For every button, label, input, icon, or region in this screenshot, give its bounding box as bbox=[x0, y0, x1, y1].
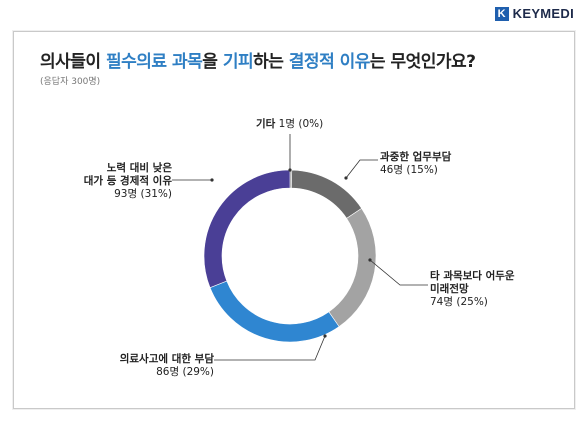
label-workload-name: 과중한 업무부담 bbox=[380, 151, 452, 163]
leader-line-2 bbox=[369, 259, 428, 286]
label-workload: 과중한 업무부담 46명 (15%) bbox=[380, 151, 451, 177]
label-etc: 기타 1명 (0%) bbox=[256, 118, 323, 131]
chart-title: 의사들이 필수의료 과목을 기피하는 결정적 이유는 무엇인가요? bbox=[40, 47, 476, 72]
chart-title-part: 기피 bbox=[222, 52, 254, 72]
leader-line-1 bbox=[345, 159, 378, 179]
label-workload-value: 46명 (15%) bbox=[380, 164, 438, 176]
label-future-name: 타 과목보다 어두운 미래전망 bbox=[430, 270, 515, 295]
logo-text: KEYMEDI bbox=[512, 6, 574, 21]
leader-dot-2 bbox=[368, 258, 372, 262]
label-etc-name: 기타 bbox=[256, 118, 276, 130]
label-malpractice-name: 의료사고에 대한 부담 bbox=[119, 353, 214, 365]
label-economic-name: 노력 대비 낮은 대가 등 경제적 이유 bbox=[83, 162, 172, 187]
donut-slice-1 bbox=[291, 169, 363, 219]
leader-dot-4 bbox=[210, 178, 214, 182]
donut-slice-4 bbox=[203, 169, 291, 289]
chart-card bbox=[13, 31, 575, 409]
label-economic-value: 93명 (31%) bbox=[114, 188, 172, 200]
leader-dot-1 bbox=[344, 176, 348, 180]
chart-title-part: 의사들이 bbox=[40, 52, 106, 72]
chart-title-part: 는 무엇인가요? bbox=[369, 52, 476, 72]
leader-line-3 bbox=[214, 335, 326, 361]
chart-subtitle: (응답자 300명) bbox=[40, 77, 101, 87]
label-etc-value: 1명 (0%) bbox=[278, 118, 324, 130]
brand-logo: K KEYMEDI bbox=[494, 6, 574, 21]
leader-dot-0 bbox=[288, 168, 292, 172]
label-future-value: 74명 (25%) bbox=[430, 296, 488, 308]
chart-title-part: 하는 bbox=[253, 52, 289, 72]
logo-mark-icon: K bbox=[494, 6, 509, 21]
chart-title-part: 을 bbox=[202, 52, 223, 72]
chart-title-part: 결정적 이유 bbox=[288, 52, 371, 72]
label-malpractice-value: 86명 (29%) bbox=[156, 366, 214, 378]
label-malpractice: 의료사고에 대한 부담 86명 (29%) bbox=[54, 353, 214, 379]
chart-title-part: 필수의료 과목 bbox=[105, 52, 203, 72]
label-economic: 노력 대비 낮은 대가 등 경제적 이유 93명 (31%) bbox=[40, 162, 172, 201]
leader-dot-3 bbox=[323, 334, 327, 338]
donut-slice-3 bbox=[209, 280, 340, 343]
label-future: 타 과목보다 어두운 미래전망 74명 (25%) bbox=[430, 270, 515, 309]
donut-slice-2 bbox=[328, 207, 377, 328]
